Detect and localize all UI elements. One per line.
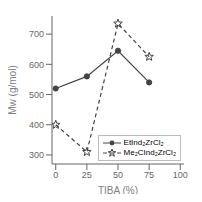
svg-text:50: 50 bbox=[113, 170, 123, 180]
svg-text:300: 300 bbox=[29, 150, 44, 160]
svg-text:TIBA (%): TIBA (%) bbox=[98, 185, 138, 194]
svg-text:75: 75 bbox=[144, 170, 154, 180]
svg-text:25: 25 bbox=[82, 170, 92, 180]
svg-text:Mw (g/mol): Mw (g/mol) bbox=[8, 65, 18, 114]
html-text:EtInd₂ZrCl₂: EtInd₂ZrCl₂ bbox=[123, 138, 164, 147]
svg-text:0: 0 bbox=[53, 170, 58, 180]
html-text:Me₂CInd₂ZrCl₂: Me₂CInd₂ZrCl₂ bbox=[123, 148, 176, 157]
svg-text:400: 400 bbox=[29, 120, 44, 130]
svg-text:700: 700 bbox=[29, 29, 44, 39]
svg-text:600: 600 bbox=[29, 60, 44, 70]
svg-text:500: 500 bbox=[29, 90, 44, 100]
svg-text:100: 100 bbox=[173, 170, 188, 180]
